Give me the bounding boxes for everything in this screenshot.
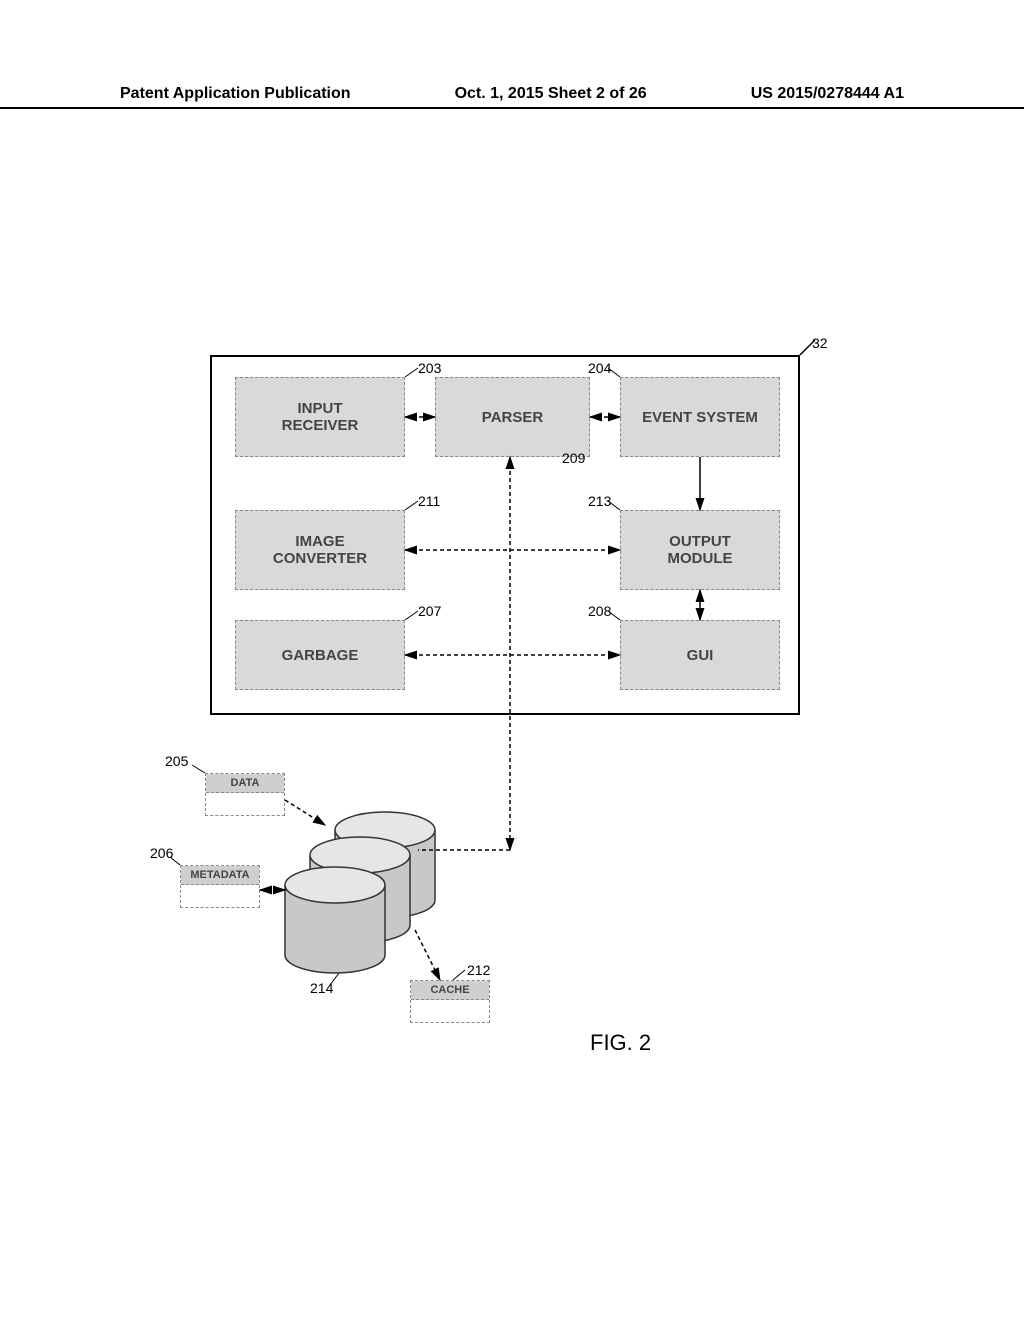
figure-2-diagram: INPUT RECEIVER PARSER EVENT SYSTEM IMAGE… bbox=[120, 330, 900, 1100]
leader-206 bbox=[170, 857, 180, 865]
arrow-db-cache bbox=[415, 930, 440, 980]
header-left: Patent Application Publication bbox=[120, 85, 351, 103]
header-right: US 2015/0278444 A1 bbox=[751, 85, 904, 103]
database-stack bbox=[285, 812, 435, 973]
leader-32 bbox=[800, 340, 815, 355]
leader-203 bbox=[405, 368, 418, 377]
leader-213 bbox=[608, 501, 620, 510]
diagram-svg bbox=[120, 330, 900, 1100]
leader-211 bbox=[405, 501, 418, 510]
arrow-data-db bbox=[285, 800, 325, 825]
leader-205 bbox=[192, 765, 205, 773]
leader-208 bbox=[608, 611, 620, 620]
leader-212 bbox=[453, 970, 465, 980]
page-header: Patent Application Publication Oct. 1, 2… bbox=[0, 85, 1024, 109]
leader-207 bbox=[405, 611, 418, 620]
header-center: Oct. 1, 2015 Sheet 2 of 26 bbox=[455, 85, 647, 103]
figure-label: FIG. 2 bbox=[590, 1030, 651, 1056]
leader-204 bbox=[608, 368, 620, 377]
